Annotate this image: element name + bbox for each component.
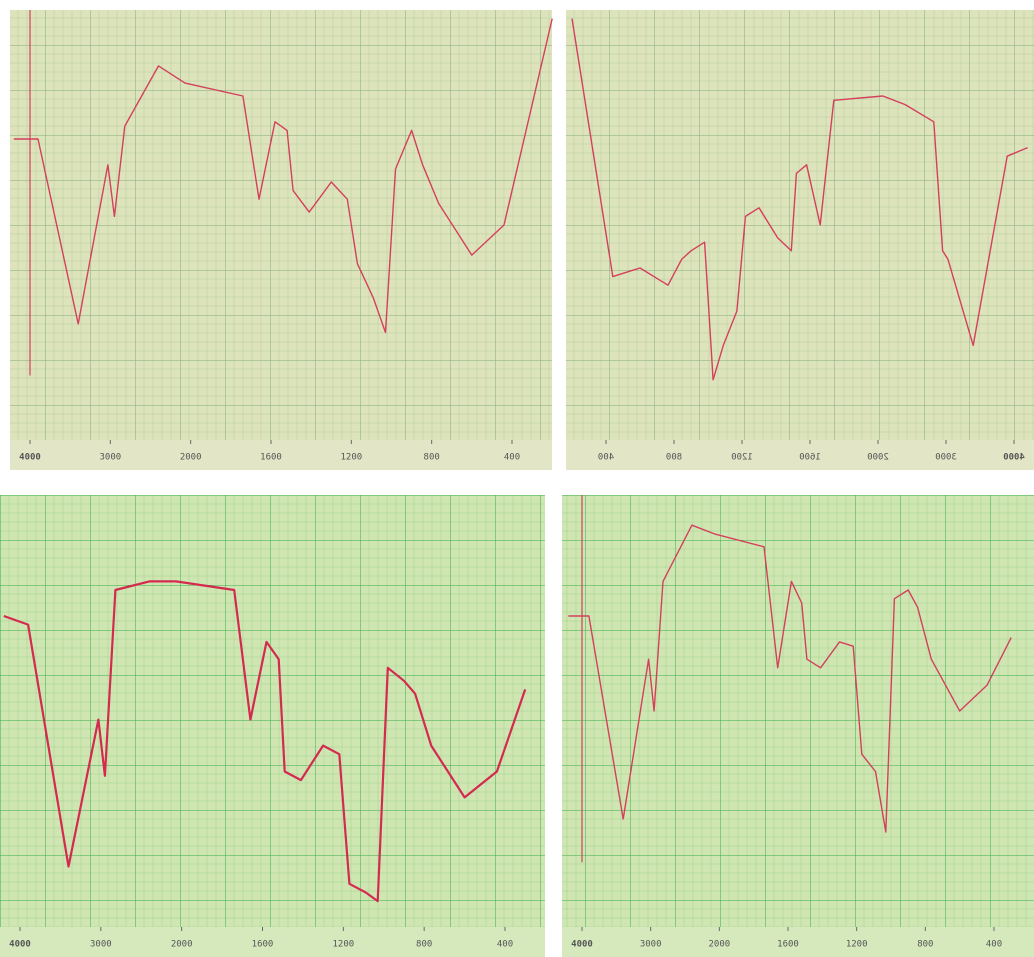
spectrum-line bbox=[3, 580, 527, 903]
x-tick-label: 2000 bbox=[180, 453, 202, 463]
x-tick-label: 4000 bbox=[1003, 453, 1025, 463]
x-tick-label: 800 bbox=[416, 940, 432, 950]
x-tick-label: 1200 bbox=[846, 940, 868, 950]
graph-paper bbox=[10, 10, 552, 470]
spectrum-panel: 4000 3000 2000 1600 1200 800 400 bbox=[10, 10, 553, 470]
x-tick-label: 3000 bbox=[935, 453, 957, 463]
x-tick-label: 2000 bbox=[708, 940, 730, 950]
spectrum-line bbox=[571, 18, 1028, 381]
x-tick-label: 800 bbox=[917, 940, 933, 950]
x-tick-label: 1600 bbox=[777, 940, 799, 950]
x-tick-label: 2000 bbox=[867, 453, 889, 463]
label-strip bbox=[562, 927, 1034, 957]
x-tick-label: 4000 bbox=[19, 453, 41, 463]
x-tick-label: 400 bbox=[497, 940, 513, 950]
x-tick-label: 400 bbox=[504, 453, 520, 463]
x-tick-label: 4000 bbox=[571, 940, 593, 950]
x-tick-label: 3000 bbox=[90, 940, 112, 950]
x-tick-label: 3000 bbox=[99, 453, 121, 463]
x-tick-label: 800 bbox=[424, 453, 440, 463]
graph-paper bbox=[0, 495, 545, 957]
x-tick-label: 400 bbox=[986, 940, 1002, 950]
spectrum-panel: 4000 3000 2000 1600 1200 800 400 bbox=[562, 495, 1034, 957]
x-tick-label: 3000 bbox=[640, 940, 662, 950]
x-tick-label: 400 bbox=[598, 453, 614, 463]
spectrum-line bbox=[13, 18, 553, 334]
x-tick-label: 2000 bbox=[171, 940, 193, 950]
spectrum-line bbox=[568, 524, 1012, 833]
label-strip bbox=[566, 440, 1034, 470]
spectrum-panel: 4000 3000 2000 1600 1200 800 400 bbox=[0, 495, 545, 957]
x-tick-label: 800 bbox=[666, 453, 682, 463]
x-tick-label: 1200 bbox=[731, 453, 753, 463]
x-tick-label: 1200 bbox=[332, 940, 354, 950]
x-tick-label: 4000 bbox=[9, 940, 31, 950]
graph-paper bbox=[562, 495, 1034, 957]
label-strip bbox=[10, 440, 552, 470]
x-tick-label: 1600 bbox=[252, 940, 274, 950]
graph-paper bbox=[566, 10, 1034, 470]
x-tick-label: 1200 bbox=[340, 453, 362, 463]
label-strip bbox=[0, 927, 545, 957]
spectrum-panel: 4000 3000 2000 1600 1200 800 400 bbox=[566, 10, 1034, 470]
x-tick-label: 1600 bbox=[260, 453, 282, 463]
x-tick-label: 1600 bbox=[799, 453, 821, 463]
